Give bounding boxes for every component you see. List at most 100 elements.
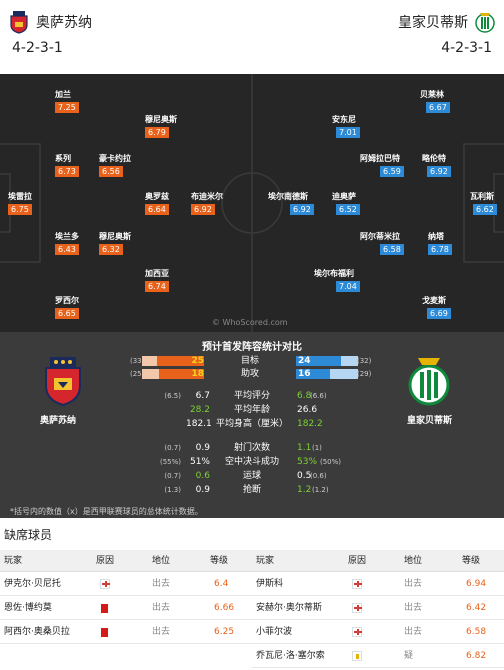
away-stat-value: 182.2 [297,418,323,430]
player-status: 出去 [152,620,170,644]
watermark: © WhoScored.com [212,318,288,327]
red-card-icon [101,628,108,637]
away-team[interactable]: 皇家贝蒂斯 [398,10,496,34]
home-player-dm2[interactable]: 穆尼奥斯 6.32 [99,231,131,255]
away-absent-column: 玩家 原因 地位 等级 伊斯科 出去 6.94 安赫尔·奥尔蒂斯 出去 6.42 小菲尔波 出… [252,550,504,668]
away-player-dm1[interactable]: 阿姆拉巴特 6.59 [360,153,404,177]
player-status: 出去 [152,596,170,620]
home-absent-rows: 伊克尔·贝尼托 出去 6.4 恩佐·博约莫 出去 6.66 阿西尔·奥桑贝拉 出去 6.25 [0,572,252,644]
stat-label: 运球 [210,470,294,482]
player-name[interactable]: 乔瓦尼·洛·塞尔索 [256,644,325,668]
stat-label: 平均评分 [210,390,294,402]
home-formation: 4-2-3-1 [12,40,63,56]
away-formation: 4-2-3-1 [441,40,492,56]
table-header: 玩家 原因 地位 等级 [252,550,504,572]
away-league-avg: (50%) [320,456,341,468]
away-player-lcb[interactable]: 略伦特 6.92 [422,153,451,177]
home-player-dm1[interactable]: 豪卡约拉 6.56 [99,153,131,177]
header-grade: 等级 [462,550,480,572]
away-league-avg: (29) [357,369,371,379]
player-name[interactable]: 小菲尔波 [256,620,292,644]
stat-row: 182.1 平均身高（厘米） 182.2 [0,418,504,430]
absent-player-row[interactable]: 安赫尔·奥尔蒂斯 出去 6.42 [252,596,504,620]
player-name[interactable]: 伊斯科 [256,572,283,596]
stat-row: (55%) 51% 空中决斗成功 53% (50%) [0,456,504,468]
red-card-icon [101,604,108,613]
player-name[interactable]: 阿西尔·奥桑贝拉 [4,620,70,644]
player-grade: 6.94 [466,572,486,596]
home-player-rb[interactable]: 罗西尔 6.65 [55,295,79,319]
home-player-st[interactable]: 布迪米尔 6.92 [191,191,223,215]
away-player-lw[interactable]: 安东尼 7.01 [332,114,360,138]
home-player-lb[interactable]: 系列 6.73 [55,153,79,177]
home-absent-column: 玩家 原因 地位 等级 伊克尔·贝尼托 出去 6.4 恩佐·博约莫 出去 6.66 阿西尔·… [0,550,252,644]
away-league-avg: (0.6) [310,470,327,482]
home-player-lcb[interactable]: 加兰 7.25 [55,89,79,113]
injury-icon [352,627,362,637]
away-bar-value: 24 [298,356,311,366]
stat-label: 平均身高（厘米） [210,418,294,430]
absent-players-title: 缺席球员 [4,526,52,543]
stat-row: (0.7) 0.6 运球 0.5 (0.6) [0,470,504,482]
home-league-avg: (6.5) [164,390,181,402]
away-league-avg: (1.2) [312,484,329,496]
home-player-rw[interactable]: 加西亚 6.74 [145,268,169,292]
player-grade: 6.66 [214,596,234,620]
absent-player-row[interactable]: 伊斯科 出去 6.94 [252,572,504,596]
player-grade: 6.58 [466,620,486,644]
player-name[interactable]: 伊克尔·贝尼托 [4,572,61,596]
stats-title: 预计首发阵容统计对比 [0,338,504,353]
header-reason: 原因 [348,550,366,572]
away-team-name: 皇家贝蒂斯 [398,12,468,32]
away-player-rb[interactable]: 戈麦斯 6.69 [422,295,451,319]
absent-player-row[interactable]: 小菲尔波 出去 6.58 [252,620,504,644]
absent-player-row[interactable]: 乔瓦尼·洛·塞尔索 疑 6.82 [252,644,504,668]
away-bar-value: 16 [298,369,311,379]
away-player-am[interactable]: 迪奥萨 6.52 [332,191,360,215]
stat-label: 空中决斗成功 [210,456,294,468]
away-player-st[interactable]: 埃尔南德斯 6.92 [268,191,314,215]
home-team-name: 奥萨苏纳 [36,12,92,32]
pitch: 埃雷拉 6.75 系列 6.73 加兰 7.25 埃兰多 6.43 罗西尔 6.65 豪卡… [0,74,504,332]
header-position: 地位 [152,550,170,572]
player-status: 出去 [404,620,422,644]
home-team[interactable]: 奥萨苏纳 [8,10,92,34]
stat-row: (6.5) 6.7 平均评分 6.8 (6.6) [0,390,504,402]
away-player-rw[interactable]: 埃尔布福利 7.04 [314,268,360,292]
home-player-am[interactable]: 奥罗兹 6.64 [145,191,169,215]
away-player-rcb[interactable]: 纳塔 6.78 [428,231,452,255]
away-absent-rows: 伊斯科 出去 6.94 安赫尔·奥尔蒂斯 出去 6.42 小菲尔波 出去 6.58 乔瓦尼·洛·塞… [252,572,504,668]
absent-player-row[interactable]: 恩佐·博约莫 出去 6.66 [0,596,252,620]
absent-player-row[interactable]: 阿西尔·奥桑贝拉 出去 6.25 [0,620,252,644]
home-player-gk[interactable]: 埃雷拉 6.75 [8,191,32,215]
away-player-lb[interactable]: 贝莱林 6.67 [420,89,450,113]
home-stat-value: 51% [186,456,210,468]
absent-player-row[interactable]: 伊克尔·贝尼托 出去 6.4 [0,572,252,596]
stat-row: (0.7) 0.9 射门次数 1.1 (1) [0,442,504,454]
table-header: 玩家 原因 地位 等级 [0,550,252,572]
stat-label: 射门次数 [210,442,294,454]
away-player-gk[interactable]: 瓦利斯 6.62 [470,191,497,215]
stat-row: (1.3) 0.9 抢断 1.2 (1.2) [0,484,504,496]
player-name[interactable]: 恩佐·博约莫 [4,596,52,620]
header-reason: 原因 [96,550,114,572]
player-grade: 6.25 [214,620,234,644]
player-status: 出去 [152,572,170,596]
home-league-avg: (0.7) [164,442,181,454]
home-player-rcb[interactable]: 埃兰多 6.43 [55,231,79,255]
away-player-dm2[interactable]: 阿尔蒂米拉 6.58 [360,231,404,255]
injury-icon [100,579,110,589]
injury-icon [352,579,362,589]
stat-bar-row: (33) 25 目标 24 (32) [0,356,504,367]
player-grade: 6.42 [466,596,486,620]
player-status: 疑 [404,644,413,668]
stat-label: 助攻 [204,369,296,379]
player-name[interactable]: 安赫尔·奥尔蒂斯 [256,596,322,620]
home-bar-value: 25 [190,356,204,366]
away-league-avg: (1) [312,442,322,454]
betis-crest-icon [474,10,496,34]
match-header: 奥萨苏纳 皇家贝蒂斯 4-2-3-1 4-2-3-1 [0,0,504,74]
home-league-avg: (55%) [160,456,181,468]
home-player-lw[interactable]: 穆尼奥斯 6.79 [145,114,177,138]
header-player: 玩家 [4,550,22,572]
